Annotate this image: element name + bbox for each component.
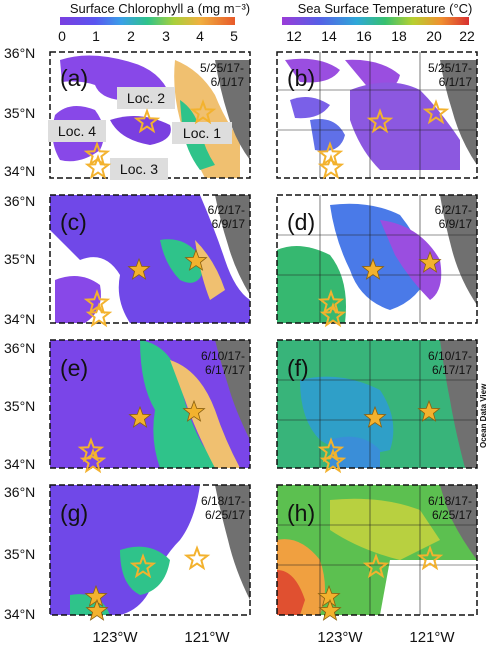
location-label-bg xyxy=(48,120,106,142)
station-star-icon xyxy=(84,154,112,180)
lat-label-34n: 34°N xyxy=(4,456,35,472)
lat-label-36n: 36°N xyxy=(4,484,35,500)
lon-label-121w: 121°W xyxy=(184,629,230,646)
chl-tick: 4 xyxy=(196,28,204,44)
station-star-icon xyxy=(362,553,390,579)
station-star-icon xyxy=(183,545,211,571)
location-label-3: Loc. 3 xyxy=(120,161,158,177)
panel-date: 6/25/17 xyxy=(432,508,472,522)
chl-tick: 2 xyxy=(127,28,135,44)
panel-letter: (c) xyxy=(60,209,87,235)
chl-tick: 0 xyxy=(58,28,66,44)
panel-letter: (a) xyxy=(60,65,88,91)
station-star-icon xyxy=(129,553,157,579)
station-star-icon xyxy=(133,108,161,134)
lat-label-35n: 35°N xyxy=(4,251,35,267)
chl-colorbar-title: Surface Chlorophyll a (mg m⁻³) xyxy=(70,1,250,16)
lat-label-35n: 35°N xyxy=(4,398,35,414)
panel-date: 6/1/17 xyxy=(211,75,245,89)
station-star-icon xyxy=(184,248,208,271)
station-star-icon xyxy=(127,257,151,280)
panel-a: (a) 5/25/17- 6/1/17 Loc. 2 Loc. 1 Loc. 4… xyxy=(48,51,251,180)
lat-label-34n: 34°N xyxy=(4,163,35,179)
chl-tick: 5 xyxy=(230,28,238,44)
panel-date: 6/9/17 xyxy=(439,217,473,231)
station-star-icon xyxy=(182,399,206,422)
lon-label-123w: 123°W xyxy=(92,629,138,646)
panel-letter: (b) xyxy=(287,65,315,91)
location-label-1: Loc. 1 xyxy=(183,125,221,141)
panel-b: (b) 5/25/17- 6/1/17 xyxy=(276,51,478,179)
station-star-icon xyxy=(318,598,342,621)
station-star-icon xyxy=(319,448,347,474)
sst-tick: 12 xyxy=(286,28,302,44)
station-star-icon xyxy=(417,399,441,422)
panel-date: 6/17/17 xyxy=(205,363,245,377)
station-star-icon xyxy=(85,302,113,328)
lat-label-34n: 34°N xyxy=(4,311,35,327)
panel-f: (f) 6/10/17- 6/17/17 Ocean Data View xyxy=(276,339,488,469)
station-star-icon xyxy=(361,257,385,280)
sst-colorbar-title: Sea Surface Temperature (°C) xyxy=(298,1,473,16)
location-label-2: Loc. 2 xyxy=(127,90,165,106)
panel-date: 6/2/17- xyxy=(435,203,472,217)
panel-letter: (d) xyxy=(287,209,315,235)
sst-tick: 16 xyxy=(356,28,372,44)
panel-letter: (h) xyxy=(287,500,315,526)
station-star-icon xyxy=(416,545,444,571)
location-label-bg xyxy=(172,122,232,144)
sst-tick: 20 xyxy=(426,28,442,44)
location-label-bg xyxy=(117,87,175,109)
panel-e: (e) 6/10/17- 6/17/17 xyxy=(49,339,251,469)
panel-date: 6/18/17- xyxy=(201,494,245,508)
panel-c: (c) 6/2/17- 6/9/17 xyxy=(49,194,251,324)
station-markers xyxy=(77,99,450,621)
station-star-icon xyxy=(319,302,347,328)
station-star-icon xyxy=(189,99,217,125)
chl-tick: 1 xyxy=(92,28,100,44)
panel-date: 6/10/17- xyxy=(428,349,472,363)
station-star-icon xyxy=(128,405,152,428)
location-label-bg xyxy=(110,158,168,180)
lon-label-121w: 121°W xyxy=(409,629,455,646)
panel-letter: (e) xyxy=(60,355,88,381)
panel-g: (g) 6/18/17- 6/25/17 xyxy=(49,484,251,616)
station-star-icon xyxy=(317,154,345,180)
panel-letter: (f) xyxy=(287,355,309,381)
ocean-data-view-watermark: Ocean Data View xyxy=(479,383,488,448)
location-label-4: Loc. 4 xyxy=(58,123,96,139)
panel-h: (h) 6/18/17- 6/25/17 xyxy=(276,484,478,616)
panel-date: 6/10/17- xyxy=(201,349,245,363)
lat-label-36n: 36°N xyxy=(4,193,35,209)
panel-date: 6/2/17- xyxy=(208,203,245,217)
lat-label-34n: 34°N xyxy=(4,606,35,622)
lat-label-35n: 35°N xyxy=(4,105,35,121)
chl-tick: 3 xyxy=(162,28,170,44)
lat-label-36n: 36°N xyxy=(4,340,35,356)
panel-date: 5/25/17- xyxy=(428,61,472,75)
panel-date: 6/25/17 xyxy=(205,508,245,522)
panel-date: 6/17/17 xyxy=(432,363,472,377)
panel-date: 5/25/17- xyxy=(200,61,244,75)
station-star-icon xyxy=(363,405,387,428)
panel-date: 6/9/17 xyxy=(212,217,246,231)
panel-date: 6/18/17- xyxy=(428,494,472,508)
panel-letter: (g) xyxy=(60,500,88,526)
chl-colorbar xyxy=(60,17,235,25)
sst-tick: 14 xyxy=(321,28,337,44)
sst-tick: 18 xyxy=(391,28,407,44)
sst-tick: 22 xyxy=(459,28,475,44)
station-star-icon xyxy=(422,99,450,125)
panel-date: 6/1/17 xyxy=(439,75,473,89)
station-star-icon xyxy=(418,250,442,273)
lon-label-123w: 123°W xyxy=(317,629,363,646)
lat-label-35n: 35°N xyxy=(4,546,35,562)
lat-label-36n: 36°N xyxy=(4,45,35,61)
station-star-icon xyxy=(85,598,109,621)
station-star-icon xyxy=(79,448,107,474)
station-star-icon xyxy=(366,108,394,134)
panel-d: (d) 6/2/17- 6/9/17 xyxy=(276,194,478,324)
sst-colorbar xyxy=(282,17,469,25)
